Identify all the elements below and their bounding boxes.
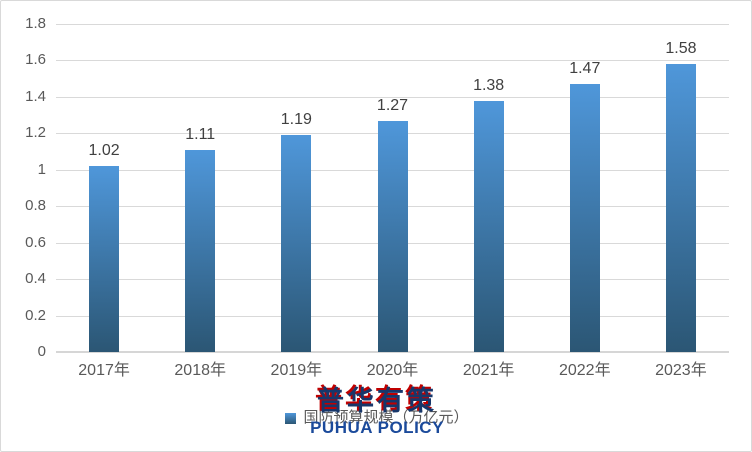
bar-value-label: 1.58 xyxy=(665,40,697,58)
bar-2019年 xyxy=(281,135,312,352)
y-axis-tick-label: 0.8 xyxy=(25,197,46,215)
y-axis-tick-label: 1.4 xyxy=(25,87,46,105)
x-axis-tick-label: 2021年 xyxy=(462,362,515,379)
bar-2023年 xyxy=(665,64,696,352)
x-axis-tick-label: 2023年 xyxy=(655,362,707,379)
y-axis-tick-label: 1.2 xyxy=(25,124,46,142)
legend-marker-swatch xyxy=(285,412,297,424)
x-axis-tick-label: 2019年 xyxy=(270,362,323,379)
x-axis-tick-label: 2017年 xyxy=(78,362,130,379)
y-axis-tick-label: 1.8 xyxy=(25,15,46,32)
bar-2017年 xyxy=(89,166,120,352)
y-axis-tick-label: 0 xyxy=(37,343,46,360)
gridline xyxy=(56,24,729,25)
bar-value-label: 1.27 xyxy=(376,96,409,114)
bar-value-label: 1.11 xyxy=(185,125,216,143)
y-axis-tick-label: 0.2 xyxy=(25,306,46,324)
y-axis-tick-label: 1 xyxy=(37,160,46,178)
y-axis-tick-label: 1.6 xyxy=(25,51,46,69)
x-axis-tick-label: 2020年 xyxy=(366,362,419,379)
x-axis-line xyxy=(56,351,729,353)
legend-series-label: 国防预算规模（万亿元） xyxy=(303,409,469,426)
bar-value-label: 1.02 xyxy=(88,142,120,160)
gridline xyxy=(56,60,729,62)
bar-2022年 xyxy=(569,84,600,352)
bar-2021年 xyxy=(473,100,504,352)
y-axis-tick-label: 0.6 xyxy=(25,233,46,251)
bar-value-label: 1.19 xyxy=(280,111,312,129)
bar-value-label: 1.47 xyxy=(569,60,601,78)
legend: 国防预算规模（万亿元） xyxy=(1,408,751,428)
gridline xyxy=(56,96,729,98)
bar-2018年 xyxy=(185,149,216,352)
x-axis-tick-label: 2018年 xyxy=(174,362,227,379)
bar-2020年 xyxy=(377,120,408,352)
x-axis-tick-label: 2022年 xyxy=(558,362,611,379)
bar-value-label: 1.38 xyxy=(473,76,505,94)
y-axis-tick-label: 0.4 xyxy=(25,270,46,288)
